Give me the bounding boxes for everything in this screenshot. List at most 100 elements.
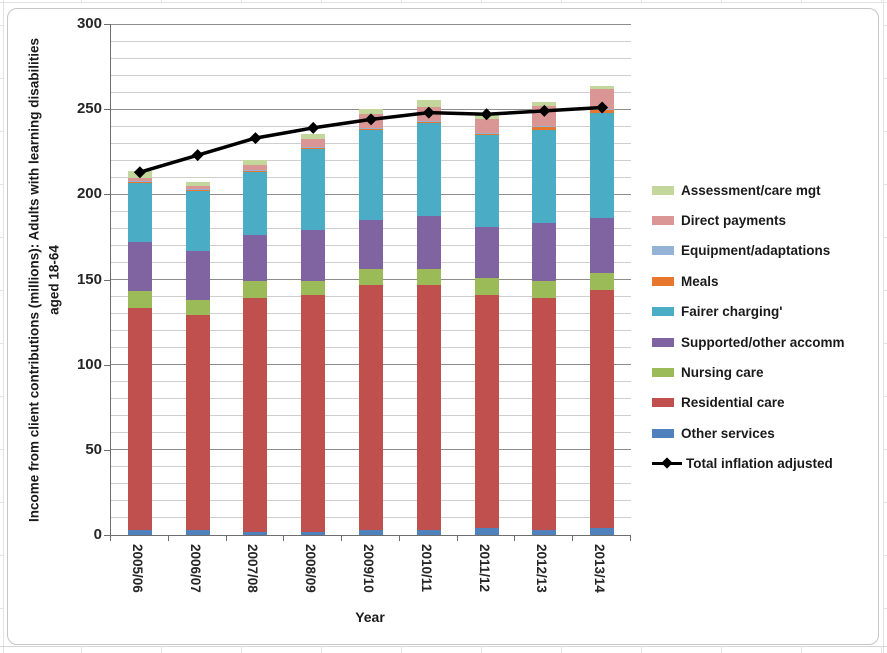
- bar-segment[interactable]: [301, 281, 326, 295]
- legend-item[interactable]: Nursing care: [652, 357, 884, 387]
- bar-segment[interactable]: [185, 250, 210, 300]
- spreadsheet-gridline: [801, 646, 802, 653]
- bar-segment[interactable]: [243, 531, 268, 535]
- bar-segment[interactable]: [590, 528, 615, 535]
- bar-segment[interactable]: [474, 226, 499, 278]
- bar-segment[interactable]: [127, 291, 152, 309]
- bar-segment[interactable]: [185, 185, 210, 190]
- total-inflation-line[interactable]: [111, 24, 631, 535]
- bar-segment[interactable]: [243, 235, 268, 282]
- bar-segment[interactable]: [127, 180, 152, 182]
- bar-segment[interactable]: [185, 189, 210, 191]
- bar-segment[interactable]: [185, 190, 210, 251]
- bar-segment[interactable]: [185, 181, 210, 186]
- bar-segment[interactable]: [590, 289, 615, 529]
- legend-item[interactable]: Assessment/care mgt: [652, 175, 884, 205]
- legend-item-total-line[interactable]: Total inflation adjusted: [652, 449, 884, 479]
- bar-segment[interactable]: [243, 169, 268, 171]
- bar-segment[interactable]: [590, 272, 615, 290]
- bar-segment[interactable]: [359, 529, 383, 535]
- bar-segment[interactable]: [532, 126, 557, 128]
- bar-segment[interactable]: [532, 281, 557, 299]
- bar-segment[interactable]: [127, 181, 152, 183]
- bar-segment[interactable]: [243, 164, 268, 170]
- legend-item[interactable]: Residential care: [652, 388, 884, 418]
- line-marker-diamond: [365, 113, 377, 126]
- bar-segment[interactable]: [416, 121, 441, 122]
- bar-segment[interactable]: [532, 129, 557, 224]
- bar-segment[interactable]: [243, 170, 268, 173]
- x-axis-category-label: 2011/12: [476, 544, 492, 593]
- x-axis-tick-mark: [225, 536, 227, 541]
- legend-swatch: [652, 337, 674, 347]
- x-axis-title: Year: [355, 609, 385, 625]
- bar-segment[interactable]: [243, 281, 268, 299]
- bar-segment[interactable]: [127, 178, 152, 181]
- bar-segment[interactable]: [127, 182, 152, 243]
- bar-segment[interactable]: [127, 242, 152, 292]
- bar-segment[interactable]: [416, 269, 441, 285]
- legend-item[interactable]: Supported/other accomm: [652, 327, 884, 357]
- bar-segment[interactable]: [532, 127, 557, 130]
- bar-segment[interactable]: [301, 531, 326, 535]
- bar-segment[interactable]: [243, 172, 268, 236]
- bar-segment[interactable]: [359, 284, 383, 530]
- bar-segment[interactable]: [532, 101, 557, 106]
- bar-segment[interactable]: [185, 190, 210, 191]
- bar-segment[interactable]: [416, 284, 441, 530]
- plot-area[interactable]: [110, 23, 631, 536]
- bar-segment[interactable]: [474, 134, 499, 227]
- bar-segment[interactable]: [474, 294, 499, 529]
- legend-item[interactable]: Meals: [652, 266, 884, 296]
- bar-segment[interactable]: [474, 133, 499, 134]
- bar-segment[interactable]: [359, 269, 383, 285]
- bar-segment[interactable]: [416, 529, 441, 535]
- bar-segment[interactable]: [416, 99, 441, 107]
- bar-segment[interactable]: [474, 277, 499, 295]
- x-axis-category-label: 2009/10: [361, 544, 376, 593]
- bar-segment[interactable]: [416, 122, 441, 217]
- legend-item[interactable]: Equipment/adaptations: [652, 236, 884, 266]
- bar-segment[interactable]: [127, 308, 152, 530]
- bar-segment[interactable]: [416, 216, 441, 270]
- bar-segment[interactable]: [301, 133, 326, 139]
- legend-item[interactable]: Direct payments: [652, 205, 884, 235]
- x-axis-tick-mark: [630, 536, 631, 541]
- bar-segment[interactable]: [301, 146, 326, 148]
- spreadsheet-gridline: [884, 555, 887, 556]
- bar-segment[interactable]: [590, 112, 615, 219]
- bar-segment[interactable]: [532, 223, 557, 282]
- bar-segment[interactable]: [301, 294, 326, 532]
- bar-segment[interactable]: [359, 127, 383, 129]
- bar-segment[interactable]: [590, 218, 615, 273]
- bar-segment[interactable]: [532, 529, 557, 535]
- legend-item[interactable]: Fairer charging': [652, 297, 884, 327]
- bar-segment[interactable]: [474, 118, 499, 134]
- bar-segment[interactable]: [301, 148, 326, 231]
- bar-segment[interactable]: [185, 315, 210, 530]
- bar-segment[interactable]: [359, 219, 383, 270]
- bar-segment[interactable]: [301, 138, 326, 147]
- bar-segment[interactable]: [590, 86, 615, 89]
- bar-segment[interactable]: [243, 298, 268, 532]
- bar-segment[interactable]: [185, 529, 210, 535]
- bar-segment[interactable]: [474, 133, 499, 135]
- y-axis-tick-mark: [104, 449, 110, 451]
- bar-segment[interactable]: [416, 121, 441, 123]
- bar-segment[interactable]: [243, 160, 268, 165]
- bar-segment[interactable]: [532, 298, 557, 530]
- bar-segment[interactable]: [359, 128, 383, 130]
- bar-segment[interactable]: [359, 129, 383, 220]
- y-axis-tick-mark: [104, 109, 110, 111]
- x-axis-tick-mark: [398, 536, 400, 541]
- bar-segment[interactable]: [359, 109, 383, 115]
- bar-segment[interactable]: [590, 88, 615, 110]
- legend-label: Residential care: [681, 395, 785, 411]
- legend-item[interactable]: Other services: [652, 418, 884, 448]
- diamond-marker-icon: [661, 457, 673, 469]
- bar-segment[interactable]: [474, 528, 499, 535]
- bar-segment[interactable]: [127, 529, 152, 535]
- bar-segment[interactable]: [301, 230, 326, 282]
- bar-segment[interactable]: [185, 299, 210, 316]
- bar-segment[interactable]: [301, 147, 326, 149]
